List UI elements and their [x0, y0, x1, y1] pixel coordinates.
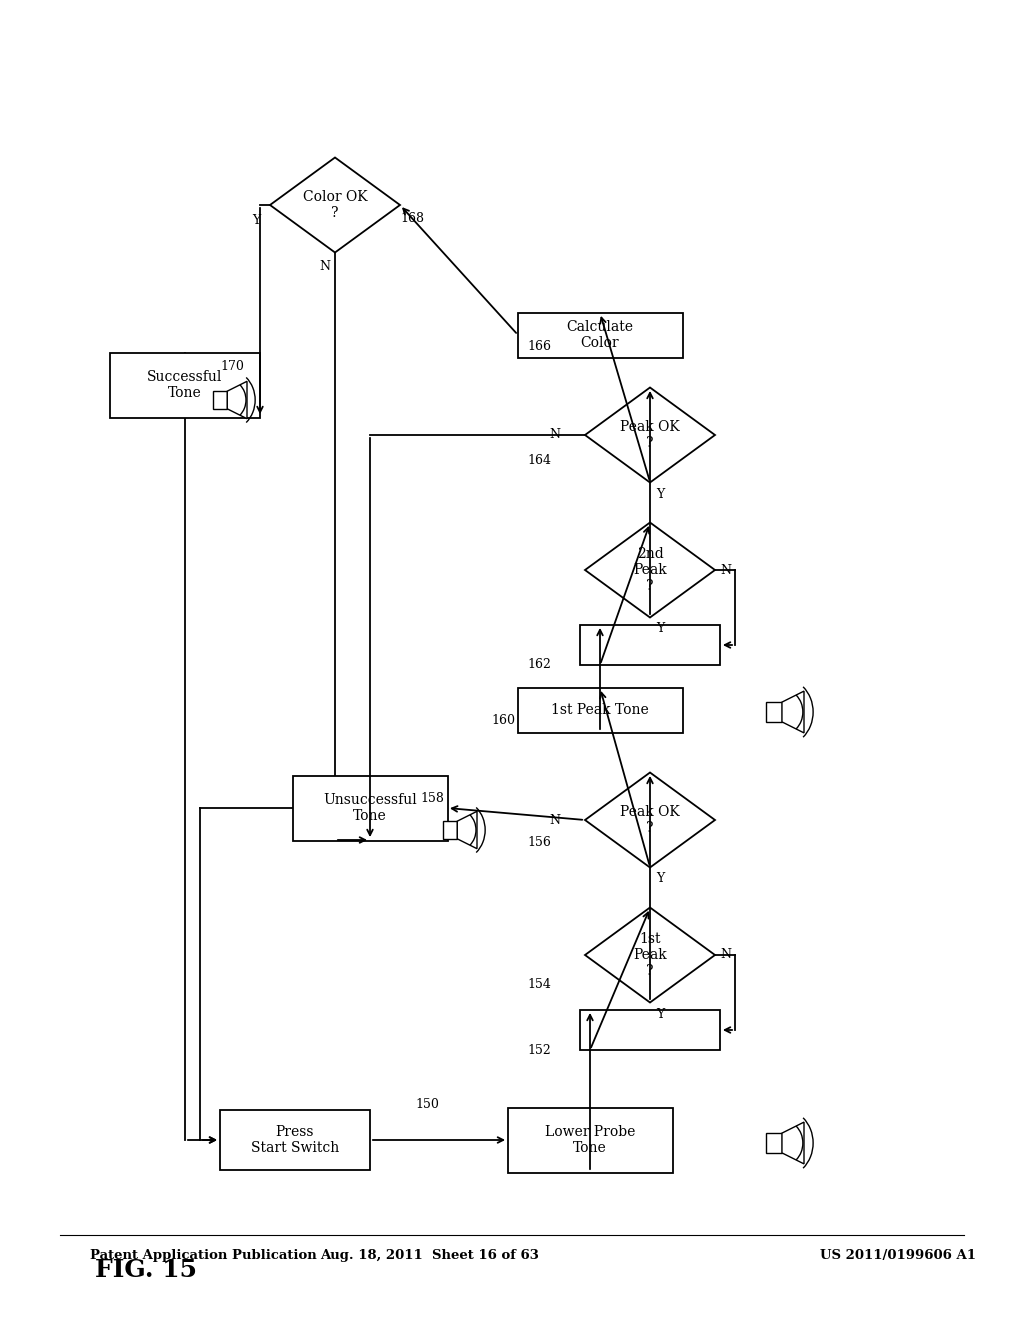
Bar: [766, 1133, 782, 1152]
Bar: [517, 313, 683, 358]
Text: 170: 170: [220, 359, 244, 372]
Text: 166: 166: [527, 341, 551, 354]
Text: Y: Y: [656, 487, 665, 500]
Text: 168: 168: [400, 211, 424, 224]
Text: N: N: [549, 813, 560, 826]
Polygon shape: [458, 812, 477, 849]
Text: Y: Y: [656, 1007, 665, 1020]
Text: Patent Application Publication: Patent Application Publication: [90, 1249, 316, 1262]
Text: Y: Y: [252, 214, 260, 227]
Bar: [766, 702, 782, 722]
Text: Unsuccessful
Tone: Unsuccessful Tone: [324, 793, 417, 824]
Text: N: N: [720, 564, 731, 577]
Text: N: N: [549, 429, 560, 441]
Text: 162: 162: [527, 659, 551, 672]
Text: N: N: [319, 260, 331, 272]
Bar: [580, 1010, 720, 1049]
Text: US 2011/0199606 A1: US 2011/0199606 A1: [820, 1249, 976, 1262]
Text: 160: 160: [490, 714, 515, 727]
Bar: [443, 821, 458, 838]
Text: Lower Probe
Tone: Lower Probe Tone: [545, 1125, 635, 1155]
Text: Peak OK
?: Peak OK ?: [621, 805, 680, 836]
Polygon shape: [270, 157, 400, 252]
Text: Y: Y: [656, 873, 665, 886]
Text: Successful
Tone: Successful Tone: [147, 370, 222, 400]
Bar: [580, 624, 720, 665]
Polygon shape: [585, 772, 715, 867]
Polygon shape: [585, 523, 715, 618]
Text: Y: Y: [656, 623, 665, 635]
Bar: [213, 391, 227, 409]
Text: 2nd
Peak
?: 2nd Peak ?: [633, 546, 667, 593]
Bar: [508, 1107, 673, 1172]
Bar: [293, 776, 447, 841]
Text: Calculate
Color: Calculate Color: [566, 319, 634, 350]
Polygon shape: [585, 388, 715, 483]
Text: 1st
Peak
?: 1st Peak ?: [633, 932, 667, 978]
Text: Peak OK
?: Peak OK ?: [621, 420, 680, 450]
Text: 158: 158: [420, 792, 443, 804]
Text: 164: 164: [527, 454, 551, 466]
Bar: [110, 352, 260, 417]
Bar: [220, 1110, 370, 1170]
Polygon shape: [227, 381, 247, 418]
Bar: [517, 688, 683, 733]
Text: Press
Start Switch: Press Start Switch: [251, 1125, 339, 1155]
Text: 152: 152: [527, 1044, 551, 1056]
Text: FIG. 15: FIG. 15: [95, 1258, 197, 1282]
Polygon shape: [782, 1122, 804, 1164]
Text: 154: 154: [527, 978, 551, 991]
Polygon shape: [585, 908, 715, 1002]
Text: Color OK
?: Color OK ?: [303, 190, 368, 220]
Polygon shape: [782, 692, 804, 733]
Text: N: N: [720, 949, 731, 961]
Text: 150: 150: [415, 1098, 439, 1111]
Text: 156: 156: [527, 837, 551, 850]
Text: 1st Peak Tone: 1st Peak Tone: [551, 704, 649, 717]
Text: Aug. 18, 2011  Sheet 16 of 63: Aug. 18, 2011 Sheet 16 of 63: [321, 1249, 540, 1262]
